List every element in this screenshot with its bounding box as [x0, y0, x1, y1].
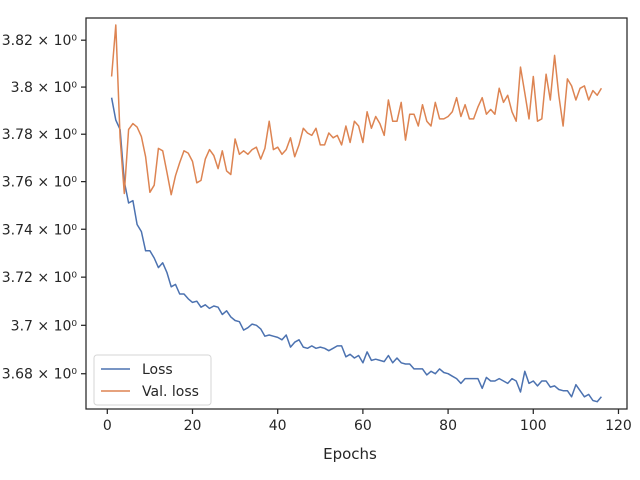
x-tick-label: 120: [605, 418, 632, 434]
series-line-loss: [110, 97, 602, 403]
x-tick-label: 100: [520, 418, 547, 434]
x-tick-label: 60: [354, 418, 372, 434]
series-lines: [110, 24, 603, 403]
x-axis-label: Epochs: [323, 445, 377, 463]
y-tick-label: 3.78 × 10⁰: [2, 127, 78, 143]
x-tick-label: 80: [439, 418, 457, 434]
y-tick-label: 3.7 × 10⁰: [11, 318, 78, 334]
x-tick-label: 20: [184, 418, 202, 434]
series-line-val-loss: [110, 24, 603, 196]
y-axis-ticks: 3.68 × 10⁰ 3.7 × 10⁰ 3.72 × 10⁰ 3.74 × 10⁰ 3…: [2, 33, 86, 383]
x-tick-label: 40: [269, 418, 287, 434]
y-tick-label: 3.74 × 10⁰: [2, 222, 78, 238]
y-tick-label: 3.76 × 10⁰: [2, 175, 78, 191]
legend-box: [93, 354, 212, 406]
legend-label: Val. loss: [142, 384, 199, 400]
y-tick-label: 3.68 × 10⁰: [2, 367, 78, 383]
y-tick-label: 3.8 × 10⁰: [11, 80, 78, 96]
legend: Loss Val. loss: [93, 354, 212, 406]
plot-area: [85, 17, 628, 410]
y-tick-label: 3.82 × 10⁰: [2, 33, 78, 49]
legend-label: Loss: [142, 362, 173, 378]
y-tick-label: 3.72 × 10⁰: [2, 270, 78, 286]
x-tick-label: 0: [103, 418, 112, 434]
x-axis-ticks: 0 20 40 60 80 100 120: [103, 409, 632, 434]
